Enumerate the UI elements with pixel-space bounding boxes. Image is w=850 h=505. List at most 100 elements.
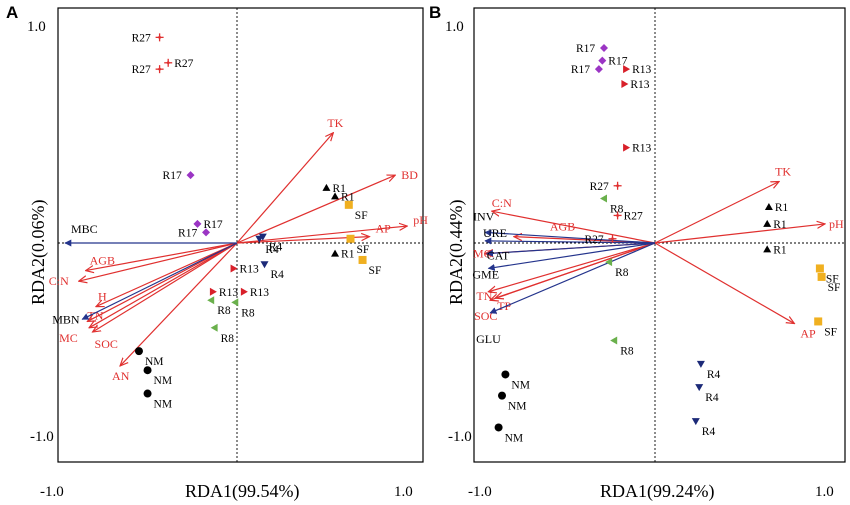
vector-label-bd-a: BD	[401, 168, 418, 182]
sample-marker-r8-b	[610, 336, 618, 345]
vector-an-a	[120, 242, 238, 366]
sample-label-nm-b: NM	[505, 432, 524, 444]
sample-label-r17-b: R17	[608, 56, 627, 68]
sample-label-r17-b: R17	[576, 43, 595, 55]
sample-label-r27-a: R27	[132, 32, 151, 44]
vector-label-c-n-a: C:N	[49, 274, 69, 288]
vector-gme-b	[487, 242, 656, 271]
sample-label-r1-b: R1	[773, 244, 787, 256]
sample-marker-nm-a	[143, 389, 152, 398]
sample-label-sf-b: SF	[828, 282, 841, 294]
sample-marker-r1-a	[322, 183, 331, 191]
vector-tk-a	[236, 133, 333, 244]
sample-label-r17-a: R17	[203, 219, 222, 231]
vector-tn-a	[87, 242, 238, 321]
sample-marker-sf-b	[814, 317, 823, 326]
env-vectors-a: TK BD pH AP AGB C:N H TN MC SOC AN MBC MBN	[49, 116, 429, 383]
sample-marker-nm-a	[134, 347, 143, 356]
sample-label-nm-a: NM	[154, 399, 173, 411]
sample-label-r8-a: R8	[217, 305, 231, 317]
vector-mc-a	[89, 242, 238, 328]
x-axis-label-a: RDA1(99.54%)	[185, 481, 300, 502]
vector-label-soc-a: SOC	[95, 337, 118, 351]
vector-tp-b	[495, 242, 656, 298]
vector-label-tp-b: TP	[497, 299, 511, 313]
sample-marker-r8-b	[600, 194, 607, 203]
sample-label-nm-a: NM	[154, 375, 173, 387]
vector-ure-b	[484, 237, 656, 245]
sample-label-r27-b: R27	[590, 181, 609, 193]
y-axis-label-a: RDA2(0.06%)	[28, 200, 49, 306]
sample-marker-sf-a	[346, 234, 355, 243]
sample-label-r8-b: R8	[610, 203, 624, 215]
sample-marker-r13-a	[230, 264, 238, 273]
sample-label-r1-a: R1	[341, 191, 355, 203]
sample-marker-nm-a	[143, 366, 152, 375]
x-tick-left-b: -1.0	[468, 484, 492, 500]
sample-label-r13-a: R13	[219, 287, 238, 299]
vector-h-a	[96, 242, 238, 307]
sample-label-r1-b: R1	[775, 202, 789, 214]
sample-marker-sf-a	[344, 200, 353, 209]
sample-label-sf-a: SF	[357, 244, 370, 256]
sample-marker-r4-a	[258, 233, 267, 241]
sample-marker-nm-b	[501, 370, 510, 379]
vector-label-tn-b: TN	[476, 289, 492, 303]
sample-label-r1-a: R1	[341, 249, 355, 261]
sample-label-r17-b: R17	[571, 64, 590, 76]
sample-marker-r4-a	[255, 235, 264, 243]
y-tick-bottom-b: -1.0	[448, 429, 472, 445]
vector-label-mbc-a: MBC	[71, 222, 98, 236]
y-tick-top-b: 1.0	[445, 19, 464, 35]
vector-ap-b	[654, 242, 794, 324]
x-axis-label-b: RDA1(99.24%)	[600, 481, 715, 502]
sample-label-r8-a: R8	[241, 307, 255, 319]
vector-label-glu-b: GLU	[476, 332, 501, 346]
sample-marker-r17-b	[598, 56, 607, 65]
sample-label-r27-a: R27	[132, 64, 151, 76]
sample-marker-r4-b	[691, 418, 700, 426]
vector-label-tn-a: TN	[87, 308, 103, 322]
plot-frame-b	[473, 7, 846, 463]
vector-agb-a	[86, 242, 238, 271]
sample-marker-r17-b	[600, 43, 608, 52]
vector-label-mbn-a: MBN	[52, 312, 80, 326]
sample-marker-r1-a	[331, 249, 340, 257]
sample-label-r4-a: R4	[271, 269, 285, 281]
y-tick-top-a: 1.0	[27, 19, 46, 35]
vector-label-tk-b: TK	[775, 165, 791, 179]
vector-label-ure-b: URE	[483, 226, 507, 240]
vector-glu-b	[489, 242, 656, 314]
sample-label-r17-a: R17	[163, 170, 182, 182]
sample-label-sf-b: SF	[824, 326, 837, 338]
sample-marker-r4-b	[695, 384, 704, 392]
sample-marker-r27-b	[608, 234, 617, 243]
sample-marker-r13-b	[621, 80, 629, 88]
sample-label-r8-a: R8	[221, 333, 235, 345]
sample-marker-r1-b	[763, 219, 772, 227]
vector-label-cat-b: CAT	[487, 249, 510, 263]
sample-marker-r4-b	[696, 360, 705, 368]
vector-label-ap-b: AP	[800, 327, 816, 341]
sample-marker-r27-b	[613, 211, 622, 220]
sample-label-r13-a: R13	[250, 287, 269, 299]
vector-label-inv-b: INV	[473, 209, 495, 223]
plot-frame-a	[57, 7, 424, 463]
panel-a: A TK BD pH AP AGB C:N H TN MC SOC AN MBC MBN R27 R27 R…	[6, 3, 428, 502]
sample-label-r4-a: R4	[265, 244, 279, 256]
vector-label-agb-a: AGB	[90, 254, 115, 268]
sample-label-r27-b: R27	[585, 234, 604, 246]
sample-marker-sf-b	[815, 264, 824, 273]
sample-marker-r17-a	[193, 219, 202, 228]
vector-label-h-a: H	[98, 290, 107, 304]
sample-marker-r8-b	[605, 258, 613, 267]
sample-marker-r8-a	[210, 323, 218, 332]
sample-label-r4-b: R4	[705, 392, 719, 404]
sample-marker-sf-b	[817, 272, 826, 281]
vector-c-n-b	[492, 211, 656, 244]
sample-marker-r13-b	[623, 65, 631, 74]
vector-c-n-a	[79, 242, 238, 281]
sample-label-nm-b: NM	[508, 401, 527, 413]
sample-label-r8-b: R8	[620, 346, 634, 358]
